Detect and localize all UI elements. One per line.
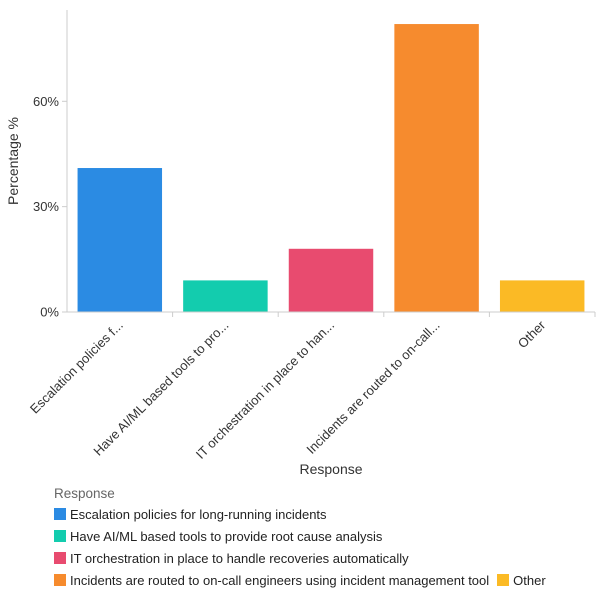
y-axis-title: Percentage % xyxy=(5,117,21,205)
bar[interactable] xyxy=(288,248,374,312)
x-tick-label: Other xyxy=(515,317,549,351)
legend-swatch xyxy=(497,574,510,586)
legend-item[interactable]: IT orchestration in place to handle reco… xyxy=(54,550,409,566)
y-tick-label: 30% xyxy=(33,199,59,214)
legend-item[interactable]: Incidents are routed to on-call engineer… xyxy=(54,572,489,588)
x-axis: Escalation policies f...Have AI/ML based… xyxy=(27,312,596,462)
legend-items: Escalation policies for long-running inc… xyxy=(54,506,594,588)
legend-item[interactable]: Escalation policies for long-running inc… xyxy=(54,506,327,522)
legend-label: Incidents are routed to on-call engineer… xyxy=(70,572,490,588)
y-tick-label: 0% xyxy=(40,305,59,320)
legend-label: IT orchestration in place to handle reco… xyxy=(70,550,409,566)
legend-title: Response xyxy=(54,486,115,501)
y-axis: 0% 30% 60% xyxy=(33,94,67,320)
legend-swatch xyxy=(54,552,66,564)
bar-chart: 0% 30% 60% Escalation policies f...Have AI… xyxy=(5,10,596,477)
legend-swatch xyxy=(54,574,66,586)
x-axis-title: Response xyxy=(299,461,362,477)
legend-item[interactable]: Other xyxy=(497,572,546,588)
legend: Response Escalation policies for long-ru… xyxy=(54,486,594,588)
bar[interactable] xyxy=(394,24,479,313)
bar-series xyxy=(77,24,585,313)
bar[interactable] xyxy=(183,280,268,312)
bar[interactable] xyxy=(499,280,585,312)
legend-label: Other xyxy=(513,572,546,588)
legend-item[interactable]: Have AI/ML based tools to provide root c… xyxy=(54,528,382,544)
legend-swatch xyxy=(54,530,66,542)
bar[interactable] xyxy=(77,168,163,312)
legend-swatch xyxy=(54,508,66,520)
x-tick-label: Escalation policies f... xyxy=(27,318,126,417)
y-tick-label: 60% xyxy=(33,94,59,109)
legend-label: Escalation policies for long-running inc… xyxy=(70,506,327,522)
legend-label: Have AI/ML based tools to provide root c… xyxy=(70,528,383,544)
axes xyxy=(66,10,595,313)
